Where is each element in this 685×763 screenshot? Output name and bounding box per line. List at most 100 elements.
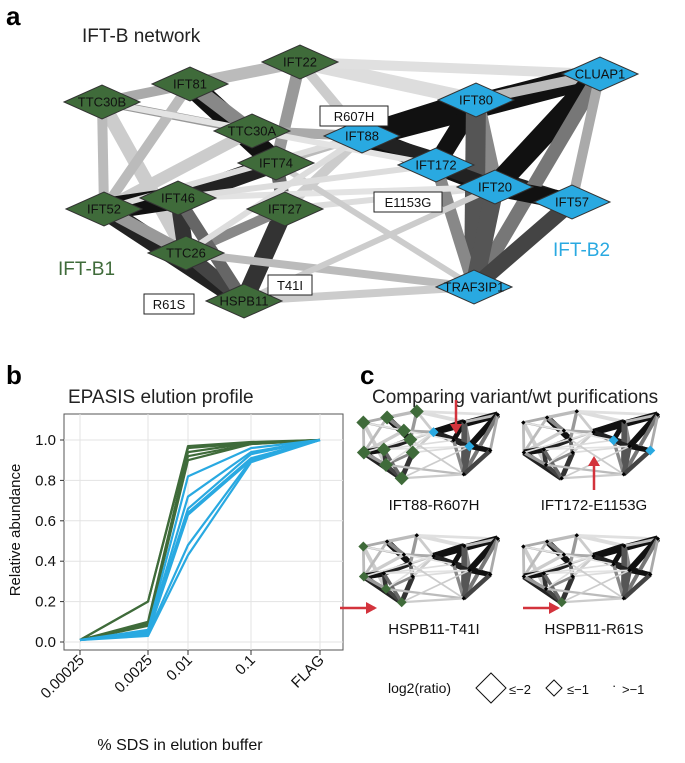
network-edge [177, 184, 496, 201]
mini-networks: IFT88-R607H IFT172-E1153G HSPB11-T41I HSPB1… [340, 400, 661, 638]
mini-edge [361, 421, 388, 466]
node-ift81: IFT81 [150, 66, 230, 102]
chart-grid [64, 414, 343, 650]
node-label: TTC30A [228, 124, 277, 139]
mini-node [556, 597, 567, 608]
network-edge [185, 249, 475, 291]
mini-node [645, 445, 656, 456]
mini-node [591, 429, 596, 435]
mini-node [381, 571, 387, 576]
mini-node [376, 442, 391, 457]
mini-edge [568, 410, 579, 441]
mini-edge [576, 409, 658, 417]
mini-node [541, 571, 547, 576]
network-edge [99, 81, 195, 212]
mini-edge [612, 562, 631, 573]
mini-edge [523, 431, 594, 454]
mini-node [655, 412, 660, 417]
mini-node [621, 472, 626, 477]
mini-node [451, 562, 456, 567]
mini-edge [545, 415, 566, 433]
mini-edge [363, 575, 387, 591]
mini-edge [462, 448, 492, 477]
mini-edge [575, 534, 595, 557]
panel-b-title: EPASIS elution profile [68, 387, 254, 408]
y-tick-label: 0.0 [35, 634, 56, 651]
legend-item-4: >−1 [622, 682, 644, 697]
network-edge [465, 185, 504, 289]
network-edge [243, 283, 475, 305]
mutation-label: E1153G [385, 195, 432, 210]
panel-b-letter: b [6, 360, 22, 390]
mini-node [462, 419, 467, 425]
mini-edge [521, 545, 548, 590]
mini-edge [363, 555, 434, 578]
mini-edge [621, 445, 632, 475]
mini-node [521, 544, 526, 549]
mini-edge [383, 563, 454, 575]
node-ift22: IFT22 [260, 44, 340, 80]
mini-edge [622, 572, 652, 601]
mini-node [544, 415, 550, 420]
mini-edge [545, 431, 595, 466]
mini-node [521, 574, 527, 579]
mini-node [543, 586, 549, 592]
node-ift172: IFT172 [396, 147, 476, 183]
mini-node [559, 476, 564, 481]
node-ift88: IFT88 [322, 118, 402, 154]
x-tick-label: 0.1 [232, 652, 259, 679]
node-label: TTC30B [78, 95, 126, 110]
node-diamond [396, 147, 476, 183]
node-label: IFT74 [259, 156, 293, 171]
panel-a-letter: a [6, 1, 21, 31]
mini-node [488, 448, 493, 453]
mini-edge [452, 562, 471, 573]
mini-network: IFT88-R607H [356, 400, 501, 514]
mini-edge [523, 540, 548, 548]
mini-node [627, 568, 632, 573]
mini-node [384, 539, 390, 544]
mini-edge [545, 587, 624, 600]
mini-node [608, 435, 619, 446]
mini-edge [523, 555, 594, 578]
mini-edge [543, 439, 614, 451]
node-label: TRAF3IP1 [444, 280, 505, 295]
mini-edge [451, 439, 466, 475]
mini-edge [543, 445, 630, 451]
node-diamond [64, 191, 144, 227]
node-label: IFT46 [161, 191, 195, 206]
legend-diamond-large [475, 672, 507, 704]
mini-edge [401, 569, 470, 604]
mini-edge [543, 563, 614, 575]
node-diamond [245, 191, 325, 227]
mini-node [464, 441, 475, 452]
y-tick-label: 0.2 [35, 594, 56, 611]
red-arrowhead [450, 424, 462, 434]
mini-node [358, 541, 369, 552]
legend-shapes [475, 672, 563, 704]
mini-node [622, 543, 627, 549]
network-edge [468, 195, 578, 294]
x-tick-label: 0.00025 [37, 652, 87, 702]
mini-node [591, 553, 596, 559]
mini-edge [382, 561, 412, 576]
mini-network-label: HSPB11-R61S [545, 621, 644, 638]
node-diamond [204, 283, 284, 319]
legend-item-2: ≤−1 [567, 682, 589, 697]
mini-node [451, 438, 456, 443]
mini-edge [399, 575, 416, 604]
mini-node [495, 536, 500, 541]
mini-node [648, 572, 653, 577]
mini-edge [542, 448, 564, 480]
node-traf3ip1: TRAF3IP1 [434, 269, 514, 305]
mini-node [655, 536, 660, 541]
mini-node [358, 571, 369, 582]
series-line [79, 438, 321, 642]
mini-node [621, 596, 626, 601]
mini-edge [382, 448, 404, 480]
mini-node [431, 553, 436, 559]
mini-edge [559, 575, 576, 604]
mini-node [408, 561, 413, 566]
red-arrowhead [588, 456, 600, 466]
mini-edge [462, 537, 500, 600]
